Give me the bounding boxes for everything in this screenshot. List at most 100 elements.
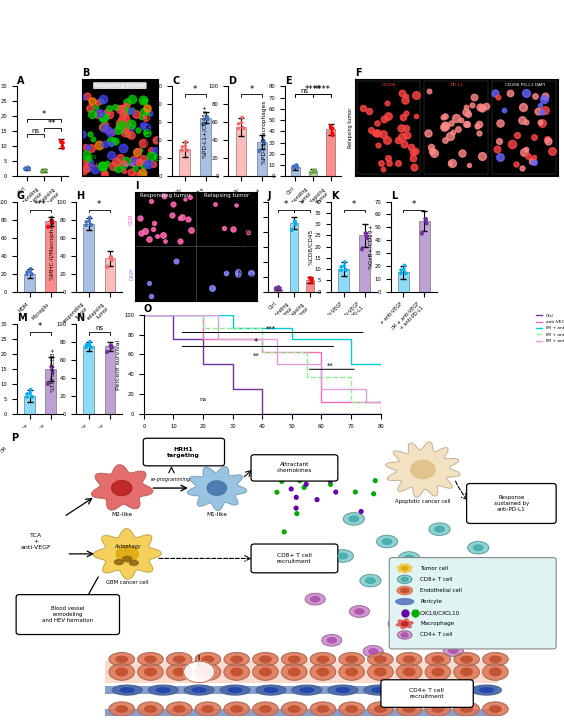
Point xyxy=(113,163,122,174)
Point xyxy=(203,114,212,125)
Point xyxy=(337,264,346,276)
Polygon shape xyxy=(288,668,300,675)
Point xyxy=(82,163,91,174)
Point xyxy=(337,261,346,272)
Point xyxy=(122,112,131,124)
Point xyxy=(58,137,67,148)
Point xyxy=(519,147,528,158)
Point xyxy=(290,216,299,228)
Point xyxy=(475,119,484,130)
Point xyxy=(373,117,382,128)
Text: Tumor cell: Tumor cell xyxy=(420,566,448,571)
Point xyxy=(118,159,127,171)
Point xyxy=(358,244,367,256)
Point xyxy=(123,106,132,117)
Text: Relapsing tumor: Relapsing tumor xyxy=(349,107,353,148)
Point xyxy=(41,165,50,176)
Point xyxy=(292,161,301,172)
Text: Apoptotic cancer cell: Apoptotic cancer cell xyxy=(395,499,451,504)
Polygon shape xyxy=(403,706,415,712)
Text: GBM cancer cell: GBM cancer cell xyxy=(106,580,148,585)
Point xyxy=(140,158,149,170)
Bar xyxy=(104,258,115,292)
Point xyxy=(409,161,418,173)
Point xyxy=(85,336,94,348)
Text: CXCL9/CXCL10: CXCL9/CXCL10 xyxy=(420,611,460,615)
Point xyxy=(340,256,349,268)
Point xyxy=(447,117,456,129)
Polygon shape xyxy=(350,606,369,617)
Polygon shape xyxy=(429,523,450,536)
Polygon shape xyxy=(402,566,408,570)
Point xyxy=(149,217,158,229)
Text: I: I xyxy=(135,181,139,191)
Point xyxy=(307,274,316,285)
Point xyxy=(107,251,116,263)
Point xyxy=(465,160,474,171)
Point xyxy=(111,156,120,168)
Point xyxy=(143,102,152,114)
Point xyxy=(239,122,248,133)
Point xyxy=(325,475,334,487)
Y-axis label: %TNFα+/CD8+: %TNFα+/CD8+ xyxy=(50,346,55,392)
Point xyxy=(396,268,406,279)
Point xyxy=(412,89,421,101)
Point xyxy=(384,110,393,122)
Point xyxy=(129,158,138,169)
Text: A: A xyxy=(17,76,24,86)
Point xyxy=(306,167,315,179)
Polygon shape xyxy=(343,513,364,525)
Polygon shape xyxy=(415,589,436,601)
Point xyxy=(178,145,187,156)
Point xyxy=(144,277,153,289)
Point xyxy=(451,112,460,124)
Point xyxy=(180,193,190,204)
Polygon shape xyxy=(202,706,214,712)
Text: *: * xyxy=(249,85,254,94)
Point xyxy=(272,487,281,498)
Point xyxy=(180,140,190,152)
Point xyxy=(137,112,146,123)
Point xyxy=(121,100,130,112)
Text: ***: *** xyxy=(34,199,46,209)
Polygon shape xyxy=(145,706,156,712)
Point xyxy=(454,123,463,135)
Point xyxy=(463,108,472,120)
Text: M1-like: M1-like xyxy=(206,511,227,516)
Polygon shape xyxy=(288,656,300,662)
Point xyxy=(351,486,360,498)
Polygon shape xyxy=(472,685,501,695)
Point xyxy=(382,97,391,109)
Polygon shape xyxy=(360,575,381,587)
Point xyxy=(373,127,382,138)
Polygon shape xyxy=(435,526,444,532)
Point xyxy=(290,217,299,229)
Point xyxy=(40,164,49,176)
Polygon shape xyxy=(454,652,479,666)
Point xyxy=(246,267,255,279)
Point xyxy=(118,108,127,120)
Point xyxy=(80,141,89,153)
Point xyxy=(117,119,126,130)
Text: CD8: CD8 xyxy=(129,213,134,225)
Point xyxy=(543,135,552,146)
Point xyxy=(402,107,411,119)
Point xyxy=(496,150,505,162)
Polygon shape xyxy=(109,702,134,716)
Text: D: D xyxy=(228,76,236,86)
Point xyxy=(79,158,88,170)
Point xyxy=(239,122,248,134)
Point xyxy=(307,276,316,287)
Point xyxy=(475,102,484,113)
Text: DAPI: DAPI xyxy=(124,163,135,168)
Point xyxy=(116,103,125,114)
Point xyxy=(123,96,132,107)
Text: Responding tumor: Responding tumor xyxy=(140,193,191,197)
Polygon shape xyxy=(398,631,412,639)
Point xyxy=(47,216,56,228)
Polygon shape xyxy=(292,685,322,695)
Point xyxy=(98,93,107,104)
Polygon shape xyxy=(116,656,127,662)
Point xyxy=(113,125,122,136)
Point xyxy=(82,150,91,161)
